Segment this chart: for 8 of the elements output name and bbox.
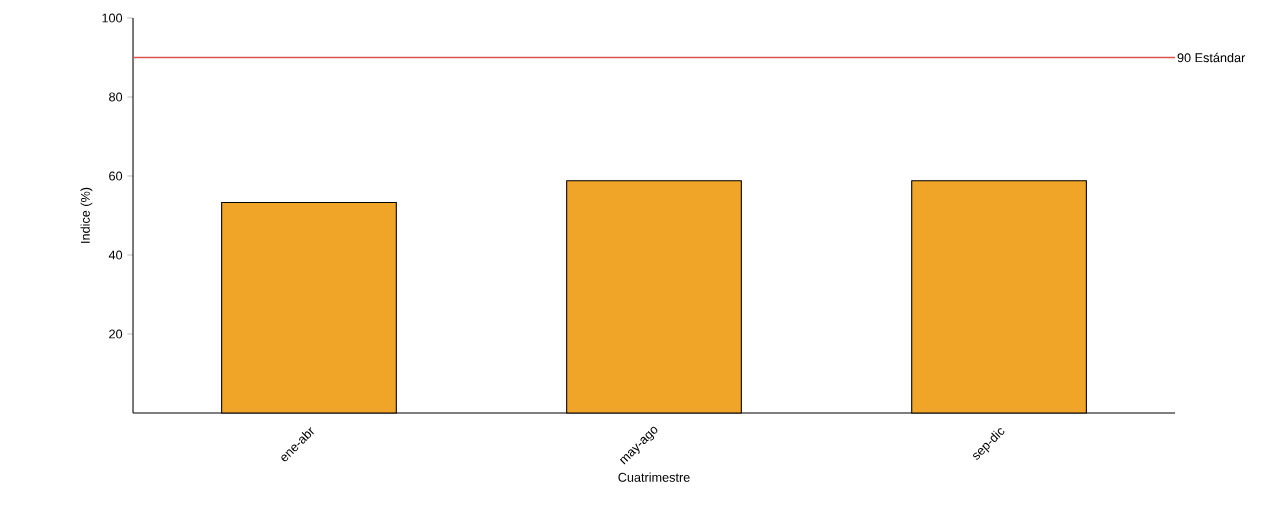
x-axis-title: Cuatrimestre [618, 472, 690, 482]
y-tick-label: 80 [109, 92, 123, 102]
y-tick-label: 100 [102, 13, 123, 23]
y-axis-title: Indice (%) [80, 187, 93, 243]
y-tick-label: 40 [108, 250, 123, 260]
ref-line-label: 90 Estándar [1177, 52, 1246, 63]
y-tick-label: 60 [109, 171, 123, 181]
y-tick-label: 20 [109, 329, 123, 339]
